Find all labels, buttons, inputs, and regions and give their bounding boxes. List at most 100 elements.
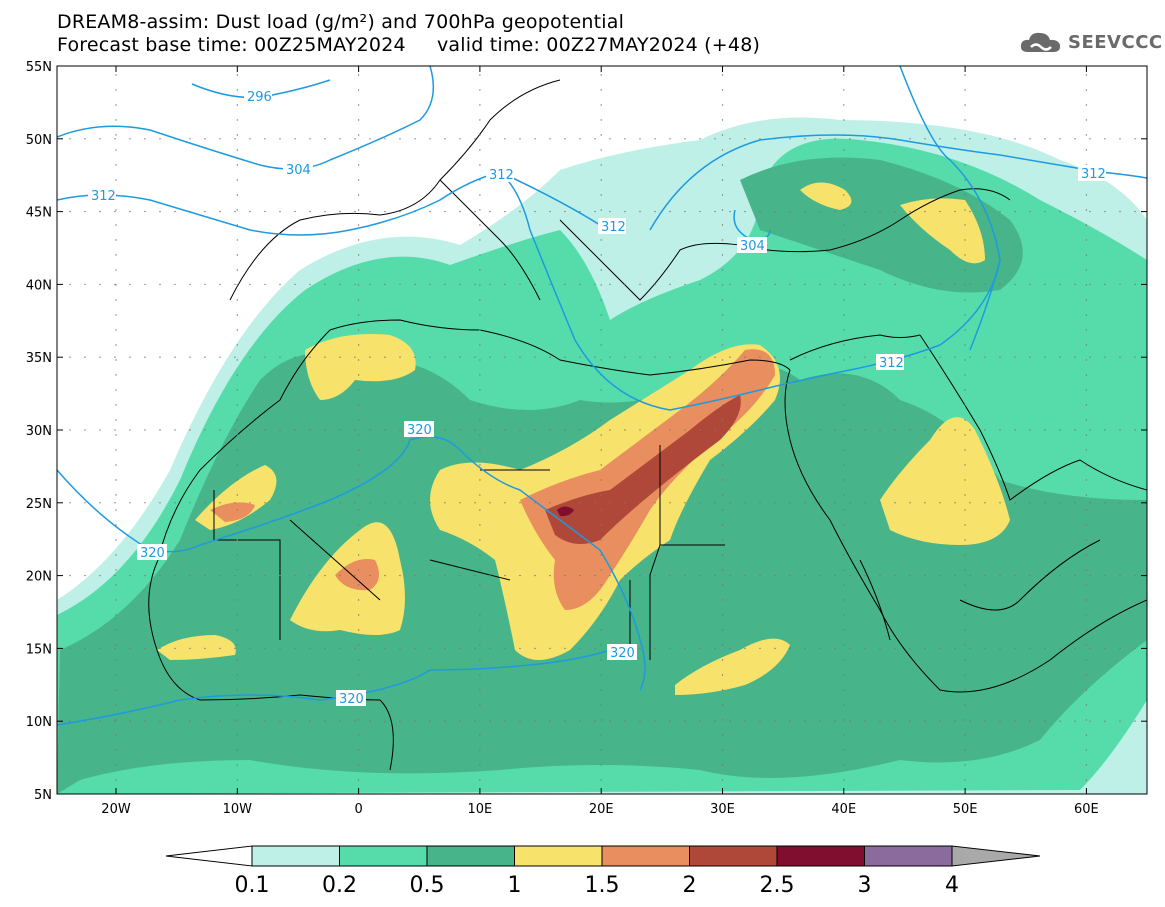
graticule-dot [600,614,602,616]
graticule-dot [939,502,941,504]
graticule-dot [1074,429,1076,431]
graticule-dot [924,283,926,286]
graticule-dot [684,647,686,650]
graticule-dot [964,674,966,676]
graticule-dot [236,104,238,106]
graticule-dot [744,647,746,650]
latitude-labels: 55N 50N 45N 40N 35N 30N 25N 20N 15N 10N 5N [26,60,1147,803]
graticule-dot [939,210,941,213]
lon-label: 40E [831,802,856,817]
graticule-dot [294,429,296,431]
graticule-dot [744,356,746,358]
graticule-dot [115,479,117,481]
graticule-dot [609,502,611,504]
graticule-dot [357,254,360,256]
graticule-dot [309,502,311,504]
graticule-dot [84,283,86,286]
graticule-dot [600,749,602,751]
graticule-dot [843,374,845,376]
graticule-dot [489,138,491,140]
contour-label: 312 [1081,167,1106,182]
graticule-dot [479,89,481,91]
contour-label: 312 [601,220,626,235]
graticule-dot [843,704,845,706]
graticule-dot [729,720,731,722]
graticule-dot [236,119,238,121]
graticule-dot [721,614,724,616]
contour-label: 320 [407,423,432,438]
graticule-dot [759,210,761,213]
graticule-dot [1085,749,1088,751]
graticule-dot [115,404,117,406]
graticule-dot [357,299,360,301]
graticule-dot [984,283,986,286]
lon-label: 20W [101,802,131,817]
graticule-dot [1085,599,1088,601]
graticule-dot [843,749,845,751]
graticule-dot [594,210,596,213]
graticule-dot [534,283,536,286]
graticule-dot [1085,104,1088,106]
graticule-dot [759,283,761,286]
graticule-dot [357,674,360,676]
graticule-dot [414,502,416,504]
graticule-dot [964,194,966,196]
graticule-dot [357,359,360,361]
graticule-dot [721,629,724,631]
graticule-dot [115,554,117,556]
graticule-dot [357,749,360,751]
graticule-dot [309,138,311,140]
graticule-dot [249,210,251,213]
graticule-dot [954,574,956,577]
graticule-dot [729,210,731,213]
graticule-dot [721,134,724,136]
graticule-dot [69,502,71,504]
graticule-dot [744,210,746,213]
graticule-dot [159,283,161,286]
graticule-dot [357,314,360,316]
graticule-dot [174,647,176,650]
graticule-dot [219,210,221,213]
graticule-dot [444,720,446,722]
lon-label: 50E [953,802,978,817]
graticule-dot [115,614,117,616]
graticule-dot [115,89,117,91]
graticule-dot [479,539,481,541]
graticule-dot [234,356,236,358]
graticule-dot [129,283,131,286]
graticule-dot [744,720,746,722]
graticule-dot [669,210,671,213]
graticule-dot [1085,449,1088,451]
graticule-dot [964,359,966,361]
graticule-dot [474,210,476,213]
graticule-dot [204,647,206,650]
graticule-dot [864,720,866,722]
graticule-dot [236,629,238,631]
graticule-dot [864,138,866,140]
graticule-dot [144,502,146,504]
graticule-dot [639,138,641,140]
graticule-dot [309,356,311,358]
graticule-dot [429,647,431,650]
graticule-dot [69,138,71,140]
graticule-dot [843,509,845,511]
graticule-dot [429,720,431,722]
graticule-dot [1059,647,1061,650]
graticule-dot [964,629,966,631]
graticule-dot [924,720,926,722]
graticule-dot [789,429,791,431]
graticule-dot [399,283,401,286]
graticule-dot [1085,719,1088,721]
graticule-dot [1134,720,1136,722]
graticule-dot [519,647,521,650]
graticule-dot [721,779,724,781]
graticule-dot [204,356,206,358]
graticule-dot [489,647,491,650]
graticule-dot [1119,138,1121,140]
graticule-dot [804,647,806,650]
graticule-dot [144,283,146,286]
graticule-dot [609,283,611,286]
graticule-dot [115,464,117,466]
graticule-dot [609,210,611,213]
graticule-dot [279,356,281,358]
